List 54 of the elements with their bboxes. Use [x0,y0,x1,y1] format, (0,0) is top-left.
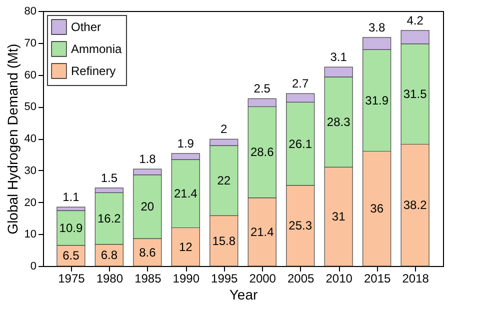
data-label: 21.4 [250,224,274,239]
y-tick-label: 40 [24,133,36,145]
y-tick-label: 30 [24,164,36,177]
data-label: 3.1 [330,50,348,64]
data-label: 1.8 [139,152,156,166]
legend-label: Ammonia [71,42,122,56]
data-label: 31.5 [403,87,428,102]
y-tick-label: 10 [24,228,36,241]
data-label: 15.8 [212,234,236,248]
x-tick-label: 2000 [249,272,276,286]
legend-label: Other [71,20,102,34]
y-tick-label: 70 [24,37,36,50]
x-tick-label: 1990 [172,272,200,286]
y-tick-label: 20 [24,196,36,209]
y-axis-title: Global Hydrogen Demand (Mt) [4,44,20,234]
data-label: 10.9 [59,220,83,235]
data-label: 1.1 [62,190,80,204]
x-tick-label: 2005 [288,272,315,286]
data-label: 38.2 [403,198,428,212]
data-label: 20 [140,200,154,214]
data-label: 26.1 [288,136,312,151]
x-tick-label: 2015 [364,272,391,286]
data-label: 6.8 [100,248,118,262]
data-label: 21.4 [174,186,198,201]
x-tick-label: 1985 [134,272,162,286]
data-label: 8.6 [139,245,156,260]
x-tick-label: 1980 [96,272,124,286]
data-label: 16.2 [97,212,122,226]
y-tick-label: 0 [30,260,36,272]
data-label: 4.2 [406,13,424,28]
data-label: 28.6 [250,145,274,160]
data-label: 12 [178,240,193,254]
data-label: 31 [332,210,346,224]
data-label: 22 [217,174,231,188]
data-label: 3.8 [368,20,386,34]
data-label: 28.3 [326,115,351,130]
y-tick-label: 50 [24,101,36,114]
x-tick-label: 1975 [58,272,86,286]
x-axis-title: Year [229,286,258,302]
x-tick-label: 2018 [402,272,430,286]
data-label: 36 [370,202,384,216]
legend-label: Refinery [71,64,116,78]
x-tick-label: 1995 [211,272,238,286]
data-label: 31.9 [365,93,389,108]
data-label: 25.3 [288,218,312,233]
y-tick-label: 80 [24,6,36,18]
x-tick-label: 2010 [326,272,353,286]
y-tick-label: 60 [24,69,36,82]
data-label: 1.9 [177,136,194,150]
data-label: 2 [220,122,228,136]
data-label: 1.5 [100,170,118,185]
data-label: 2.7 [292,76,310,90]
data-label: 6.5 [62,248,80,263]
data-label: 2.5 [254,82,271,96]
